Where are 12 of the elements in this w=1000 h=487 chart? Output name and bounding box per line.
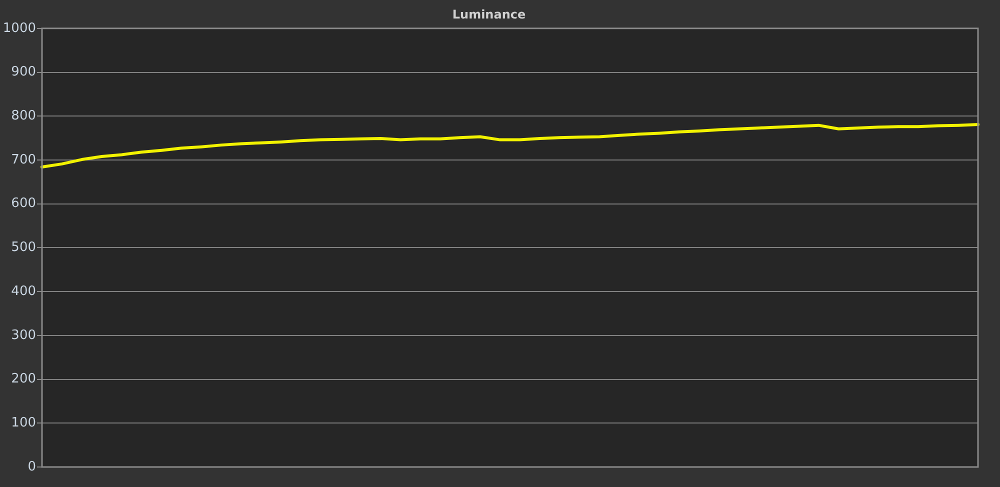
y-tick-label: 600 (11, 196, 36, 212)
y-tick-label: 200 (11, 372, 36, 387)
y-tick-label: 900 (11, 64, 36, 80)
y-tick-label: 400 (11, 284, 36, 299)
chart-title: Luminance (452, 7, 526, 22)
y-tick-label: 1000 (2, 20, 36, 36)
y-tick-label: 0 (28, 459, 36, 474)
y-tick-label: 700 (11, 152, 36, 168)
y-tick-label: 100 (11, 416, 36, 431)
y-tick-label: 300 (11, 328, 36, 343)
y-tick-label: 800 (11, 108, 36, 124)
y-tick-label: 500 (11, 240, 36, 256)
